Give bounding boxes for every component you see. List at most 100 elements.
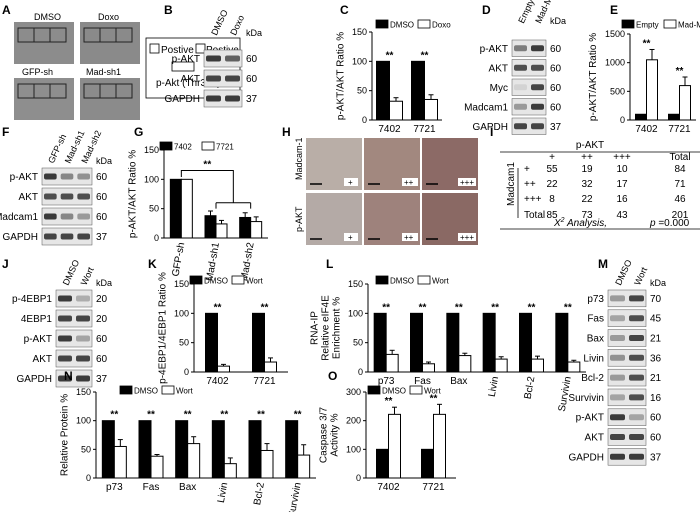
blot-d-band bbox=[514, 103, 527, 110]
panel-l-label: L bbox=[326, 257, 333, 271]
blot-b-row-kda: 60 bbox=[246, 54, 258, 65]
chart-l-xtick-label: Bcl-2 bbox=[523, 375, 538, 400]
chart-k-ytick-label: 50 bbox=[179, 338, 189, 348]
blot-d-band bbox=[514, 64, 527, 71]
panel-h-row-madcam: Madcam-1 bbox=[294, 137, 304, 180]
blot-f-row-label: AKT bbox=[19, 192, 38, 203]
blot-m-band bbox=[629, 453, 644, 460]
chart-o-ylabel-line: Activity % bbox=[330, 413, 341, 456]
blot-j-row-label: AKT bbox=[33, 354, 52, 365]
blot-j-row-label: p-AKT bbox=[24, 334, 52, 345]
h-grade-3b: +++ bbox=[460, 233, 474, 242]
chart-o-ytick-label: 100 bbox=[346, 444, 361, 454]
blot-j-band bbox=[76, 355, 90, 362]
legend-box-positive-2 bbox=[195, 43, 206, 54]
chart-n-xtick-label: Bcl-2 bbox=[252, 481, 267, 506]
blot-m-band bbox=[629, 354, 644, 361]
chart-l-ytick-label: 150 bbox=[348, 279, 363, 289]
blot-m-strip bbox=[607, 428, 647, 446]
blot-d-row-kda: 60 bbox=[550, 63, 562, 74]
blot-m-band bbox=[610, 354, 625, 361]
panel-k-label: K bbox=[148, 257, 157, 271]
blot-j-strip bbox=[55, 369, 93, 388]
table-i-cell: 71 bbox=[674, 179, 686, 190]
table-i-col-header: + bbox=[549, 152, 555, 163]
chart-l-significance: ** bbox=[455, 302, 463, 313]
blot-b-strip bbox=[203, 89, 243, 108]
chart-l-bar bbox=[531, 358, 544, 373]
blot-f-band bbox=[60, 213, 74, 220]
chart-k-legend-swatch bbox=[231, 275, 245, 285]
blot-f-row-kda: 37 bbox=[96, 232, 108, 243]
chart-g-legend-label: 7402 bbox=[174, 143, 192, 152]
chart-o-bar bbox=[433, 413, 446, 479]
panel-a-doxo-wells bbox=[83, 27, 133, 43]
chart-g-legend-label: 7721 bbox=[216, 143, 234, 152]
table-i-row-label: +++ bbox=[524, 194, 542, 205]
blot-d-band bbox=[531, 45, 544, 52]
chart-g-legend-swatch bbox=[159, 141, 173, 151]
chart-k-bar bbox=[252, 312, 265, 373]
blot-m-band bbox=[610, 374, 625, 381]
chart-c-legend-label: Doxo bbox=[432, 21, 451, 30]
chart-n-bar bbox=[187, 443, 201, 479]
panel-n-chart: 0 50 100 150 Relative Protein % p73 ** Fas ** Bax… bbox=[60, 385, 316, 512]
blot-j-strip bbox=[55, 289, 93, 308]
panel-d-label: D bbox=[482, 3, 491, 17]
chart-k-significance: ** bbox=[214, 302, 222, 313]
chart-e-bar bbox=[635, 113, 647, 121]
blot-m-band bbox=[610, 414, 625, 421]
blot-j-band bbox=[58, 295, 72, 302]
blot-m-row-kda: 37 bbox=[650, 452, 662, 463]
table-i-cell: 43 bbox=[616, 210, 628, 221]
blot-m-strip bbox=[607, 289, 647, 308]
chart-n-bar bbox=[211, 420, 225, 479]
chart-o-xtick-label: 7402 bbox=[377, 482, 400, 493]
blot-j-row-kda: 20 bbox=[96, 294, 108, 305]
chart-k-ytick-label: 100 bbox=[174, 308, 189, 318]
blot-d-row-label: p-AKT bbox=[480, 44, 508, 55]
chart-e-legend-swatch bbox=[663, 19, 677, 29]
blot-b-kda-header: kDa bbox=[246, 28, 262, 38]
chart-c-ytick-label: 150 bbox=[352, 27, 367, 37]
table-i-analysis: X2 Analysis, bbox=[553, 217, 607, 229]
panel-a-title-gfp: GFP-sh bbox=[22, 67, 53, 77]
panel-f-label: F bbox=[2, 125, 9, 139]
chart-n-significance: ** bbox=[184, 410, 192, 421]
chart-o-bar bbox=[421, 448, 434, 479]
blot-m-row-label: GAPDH bbox=[568, 452, 604, 463]
chart-n-legend-swatch bbox=[119, 385, 133, 395]
h-grade-1b: + bbox=[348, 233, 353, 242]
chart-g-bar bbox=[204, 215, 217, 239]
chart-e-bar bbox=[668, 113, 680, 121]
panel-a-legend: Postive Postive p-Akt (Thr308) bbox=[145, 37, 241, 99]
chart-l-legend-label: DMSO bbox=[390, 277, 414, 286]
panel-o-chart: 0 100 200 300 Caspase 3/7 Activity % 7402 ** 772… bbox=[319, 385, 456, 493]
chart-e-ytick-label: 1500 bbox=[605, 29, 625, 39]
blot-b-band bbox=[225, 55, 240, 62]
table-i-cell: 19 bbox=[581, 164, 593, 175]
h-grade-1a: + bbox=[348, 178, 353, 187]
chart-l-legend-swatch bbox=[417, 275, 431, 285]
table-i-col-header: Total bbox=[669, 152, 690, 163]
chart-l-bar bbox=[494, 358, 508, 373]
blot-j-band bbox=[58, 355, 72, 362]
blot-b-band bbox=[225, 95, 240, 102]
table-i-cell: 10 bbox=[616, 164, 628, 175]
chart-o-ytick-label: 300 bbox=[346, 387, 361, 397]
blot-m-row-kda: 60 bbox=[650, 413, 662, 424]
chart-n-legend-label: DMSO bbox=[134, 387, 158, 396]
legend-text-positive-1: Postive bbox=[161, 45, 194, 56]
panel-c-chart: 0 50 100 150 p-AKT/AKT Ratio % 7402 ** 7721 ** DM… bbox=[336, 19, 451, 135]
blot-b-row-label: AKT bbox=[181, 74, 200, 85]
blot-m-band bbox=[629, 434, 644, 440]
blot-f-band bbox=[60, 193, 74, 200]
chart-o-bar bbox=[376, 448, 389, 479]
blot-m-row-kda: 36 bbox=[650, 353, 662, 364]
chart-n-significance: ** bbox=[257, 410, 265, 421]
chart-l-ylabel-line: Enrichment % bbox=[332, 297, 343, 359]
blot-d-kda-header: kDa bbox=[550, 16, 566, 26]
chart-e-ytick-label: 1000 bbox=[605, 58, 625, 68]
